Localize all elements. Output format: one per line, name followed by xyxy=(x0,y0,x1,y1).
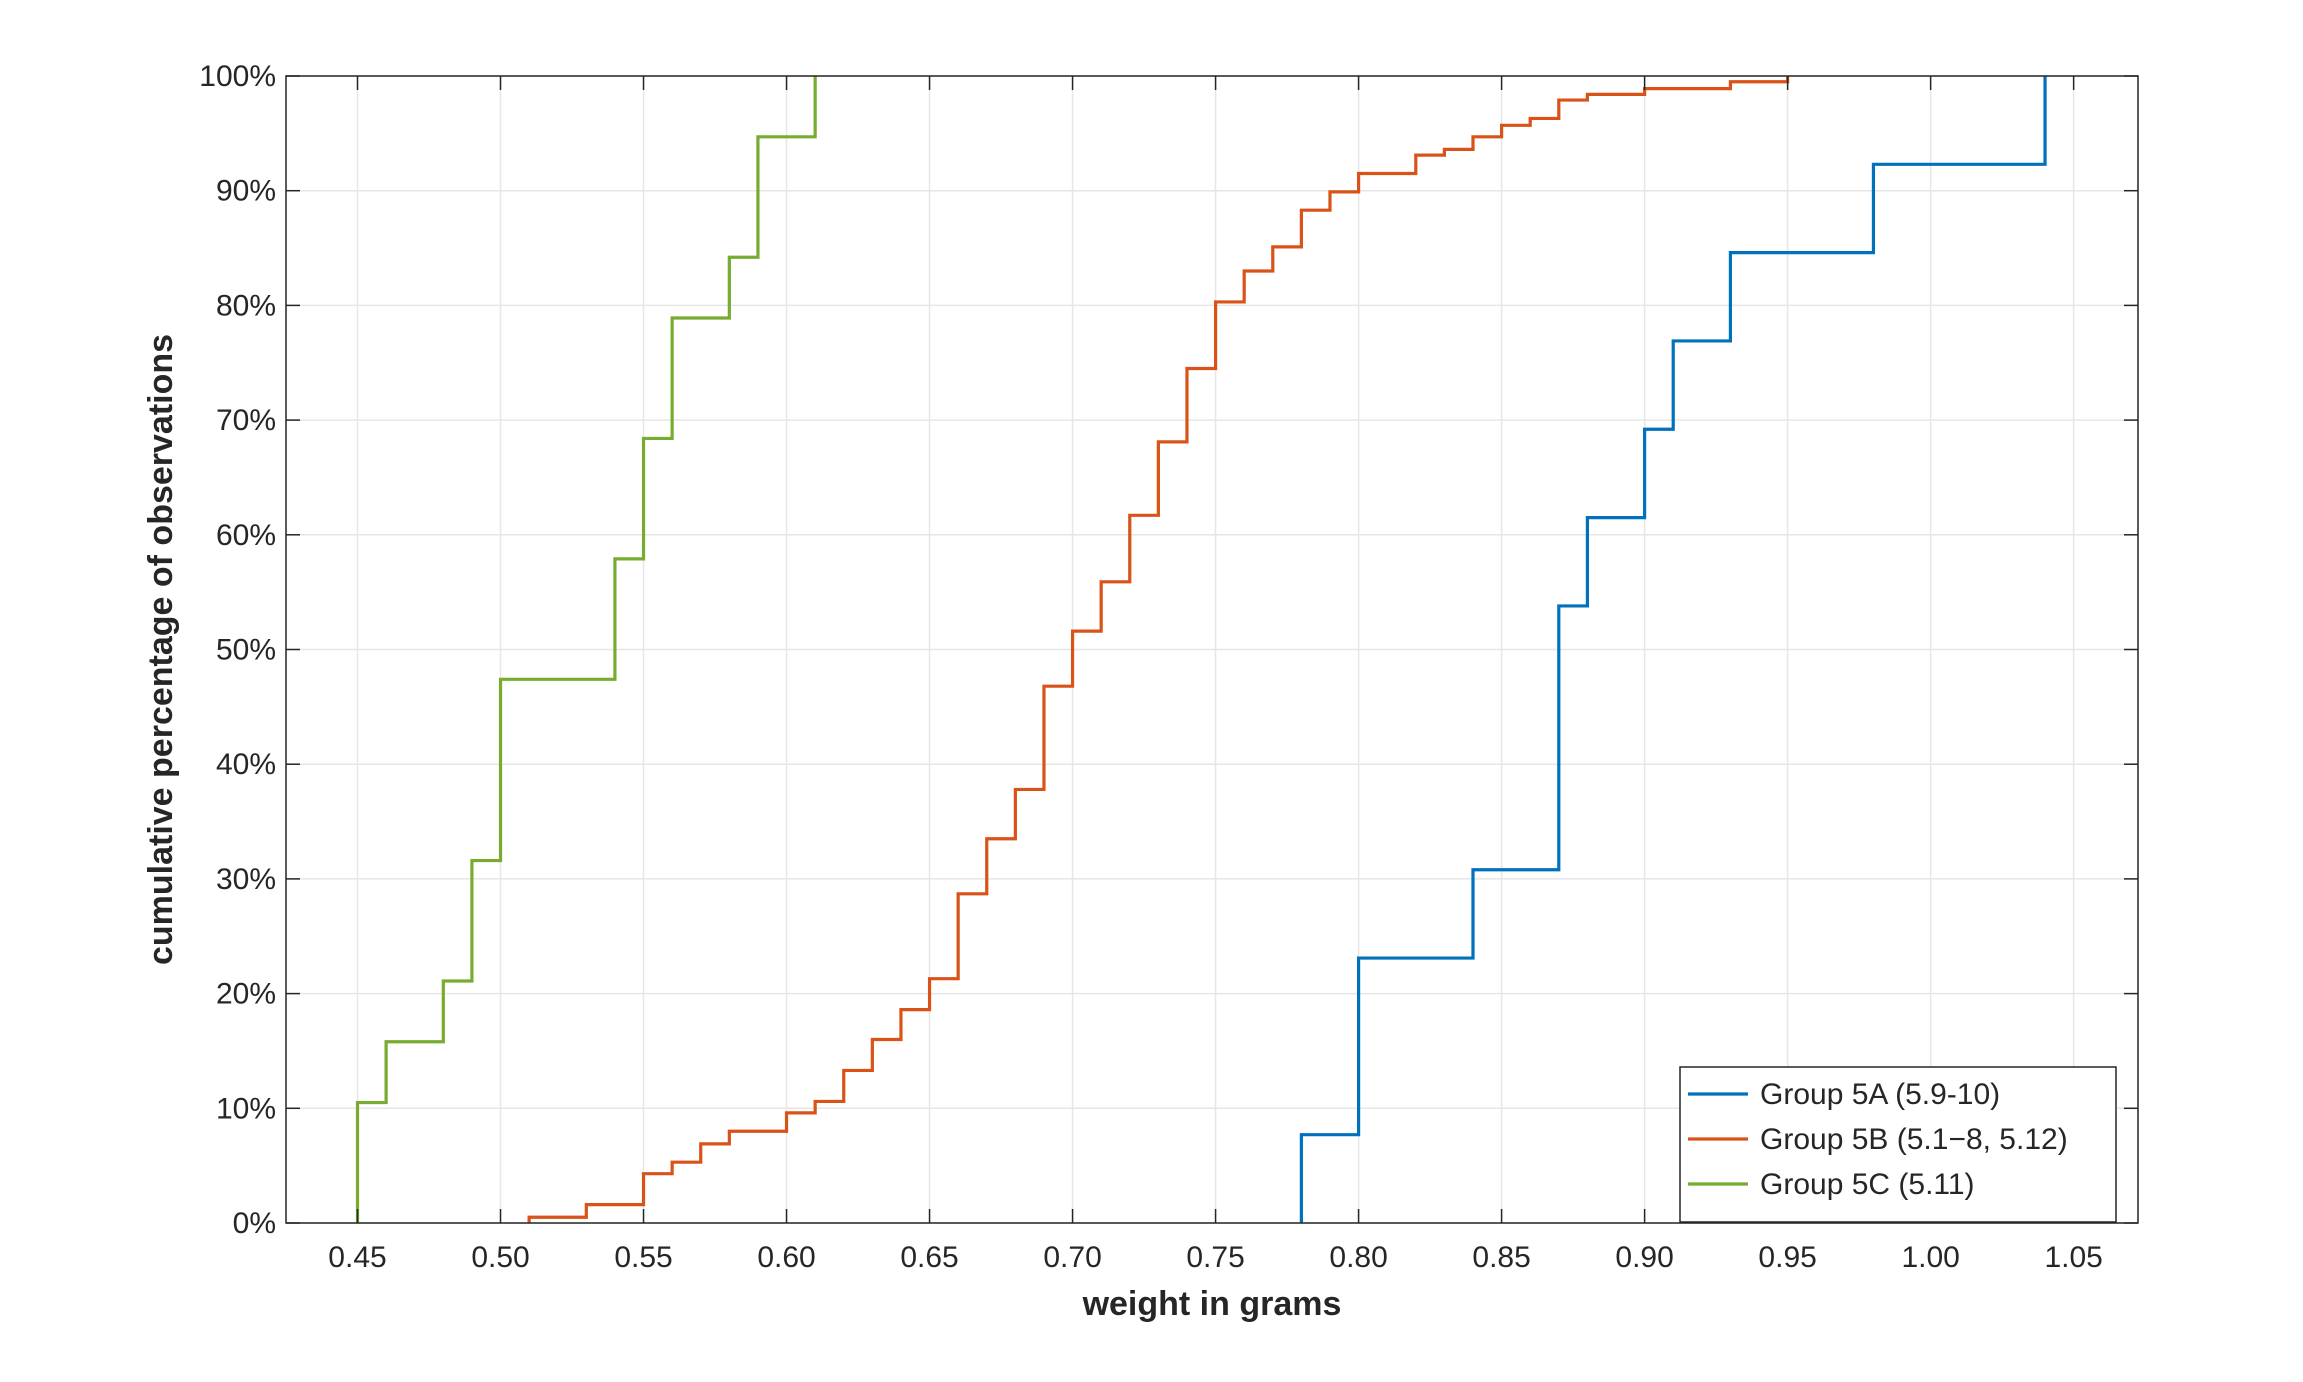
y-axis-title: cumulative percentage of observations xyxy=(142,334,180,965)
y-tick-label: 80% xyxy=(216,289,276,322)
y-tick-label: 10% xyxy=(216,1092,276,1125)
x-tick-label: 0.85 xyxy=(1472,1241,1530,1274)
x-tick-label: 0.65 xyxy=(900,1241,958,1274)
x-tick-label: 0.90 xyxy=(1615,1241,1673,1274)
legend-label-0: Group 5A (5.9-10) xyxy=(1760,1078,2000,1111)
x-tick-label: 0.45 xyxy=(328,1241,386,1274)
legend-box xyxy=(1679,1066,2117,1223)
legend-label-2: Group 5C (5.11) xyxy=(1760,1168,1975,1201)
series-line-1 xyxy=(527,76,1790,1223)
series-line-2 xyxy=(355,76,817,1223)
y-tick-label: 100% xyxy=(199,60,276,93)
x-tick-label: 0.50 xyxy=(471,1241,529,1274)
y-tick-label: 30% xyxy=(216,863,276,896)
x-tick-label: 0.95 xyxy=(1758,1241,1816,1274)
y-tick-label: 90% xyxy=(216,175,276,208)
x-tick-label: 0.75 xyxy=(1186,1241,1244,1274)
x-tick-label: 1.05 xyxy=(2044,1241,2102,1274)
x-axis-title: weight in grams xyxy=(1082,1285,1342,1323)
y-tick-label: 60% xyxy=(216,519,276,552)
y-tick-label: 40% xyxy=(216,748,276,781)
y-tick-label: 20% xyxy=(216,978,276,1011)
legend: Group 5A (5.9-10) Group 5B (5.1−8, 5.12) G… xyxy=(1679,1066,2117,1223)
x-tick-label: 1.00 xyxy=(1901,1241,1959,1274)
legend-entries: Group 5A (5.9-10) Group 5B (5.1−8, 5.12) G… xyxy=(1688,1078,2068,1201)
axis-ticks: 0.45 0.50 0.55 0.60 0.65 0.70 0.75 0.80 0.85 0.90… xyxy=(199,60,2138,1274)
series-line-0 xyxy=(1299,76,2047,1223)
y-tick-label: 50% xyxy=(216,634,276,667)
data-series xyxy=(355,76,2047,1223)
y-tick-label: 70% xyxy=(216,404,276,437)
x-tick-label: 0.60 xyxy=(757,1241,815,1274)
grid-lines xyxy=(286,75,2138,1224)
x-tick-label: 0.80 xyxy=(1329,1241,1387,1274)
legend-label-1: Group 5B (5.1−8, 5.12) xyxy=(1760,1123,2068,1156)
x-tick-label: 0.55 xyxy=(614,1241,672,1274)
x-tick-label: 0.70 xyxy=(1043,1241,1101,1274)
y-tick-label: 0% xyxy=(233,1207,276,1240)
